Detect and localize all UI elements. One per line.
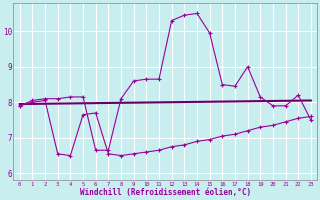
X-axis label: Windchill (Refroidissement éolien,°C): Windchill (Refroidissement éolien,°C): [80, 188, 251, 197]
